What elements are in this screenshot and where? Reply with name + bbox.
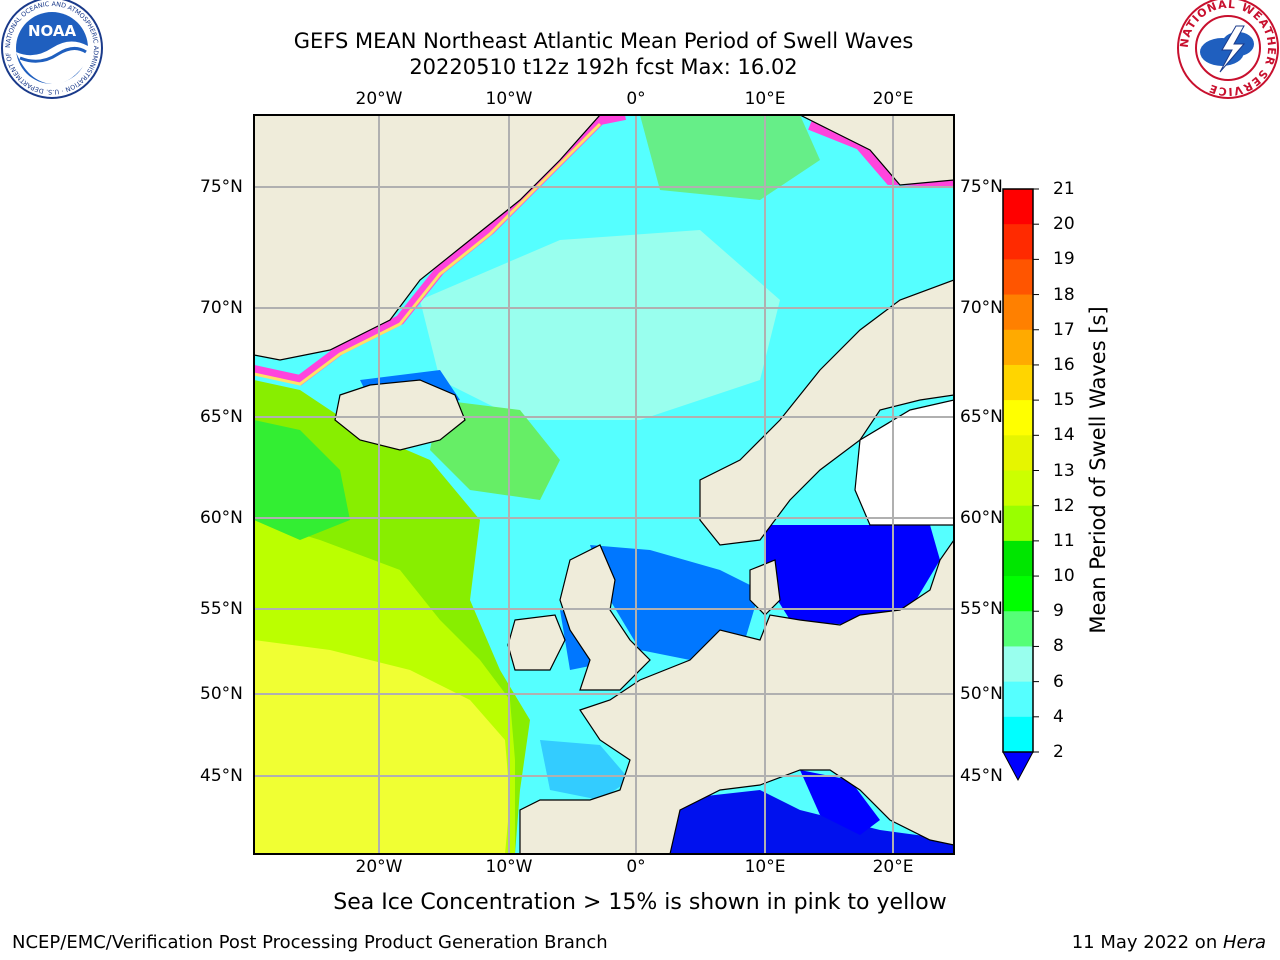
lat-label-left-70n: 70°N [200,298,243,318]
colorbar-segment [1003,681,1033,718]
lat-label-right-45n: 45°N [960,766,1003,786]
land-sweden-finland-masked [854,399,954,526]
sea-ice-edge-west [254,115,626,386]
lat-label-right-75n: 75°N [960,177,1003,197]
colorbar-tick-label: 4 [1053,706,1064,727]
land-iceland [334,379,466,451]
colorbar-segment [1003,294,1033,331]
swell-green-patch [254,420,350,540]
swell-green-north [640,115,820,200]
lon-label-top-20w: 20°W [355,89,403,109]
land-greenland [254,115,601,361]
colorbar-tick-label: 13 [1053,460,1075,481]
lon-label-bottom-10w: 10°W [485,857,533,877]
colorbar-tick-label: 11 [1053,530,1075,551]
lat-label-right-50n: 50°N [960,684,1003,704]
colorbar-underflow-arrow [1002,751,1034,782]
colorbar-tick-label: 6 [1053,671,1064,692]
colorbar [1002,188,1039,782]
colorbar-tick-label: 9 [1053,601,1064,622]
swell-blue-northsea [590,545,760,660]
colorbar-segment [1003,435,1033,471]
lat-label-right-65n: 65°N [960,407,1003,427]
colorbar-tick-label: 15 [1053,390,1075,411]
colorbar-segment [1003,716,1033,753]
colorbar-frame [1002,188,1034,753]
lat-label-left-55n: 55°N [200,599,243,619]
colorbar-segment [1003,646,1033,683]
footer-system: Hera [1222,932,1266,953]
lon-label-top-20e: 20°E [872,89,914,109]
lat-label-left-65n: 65°N [200,407,243,427]
lon-label-bottom-20w: 20°W [355,857,403,877]
swell-biscay [540,740,630,800]
graticule [254,115,954,854]
colorbar-segment [1003,259,1033,296]
colorbar-tick-label: 20 [1053,214,1075,235]
colorbar-tick-label: 12 [1053,495,1075,516]
colorbar-tick-label: 17 [1053,319,1075,340]
colorbar-segment [1003,576,1033,612]
colorbar-tick-label: 18 [1053,284,1075,305]
colorbar-tick-label: 14 [1053,425,1075,446]
colorbar-tick-label: 19 [1053,249,1075,270]
colorbar-tick-label: 21 [1053,179,1075,199]
footer-date-text: 11 May 2022 on [1071,932,1223,953]
map-frame [253,114,955,855]
swell-mediterranean [670,790,954,854]
colorbar-segment [1003,364,1033,401]
lat-label-left-45n: 45°N [200,766,243,786]
colorbar-tick-label: 10 [1053,566,1075,587]
colorbar-segment [1003,470,1033,507]
colorbar-tick-label: 2 [1053,742,1064,762]
footer-date: 11 May 2022 on Hera [1072,932,1266,953]
map-subtitle: 20220510 t12z 192h fcst Max: 16.02 [409,55,798,79]
colorbar-segment [1003,224,1033,260]
map-title: GEFS MEAN Northeast Atlantic Mean Period… [293,29,914,53]
lat-label-right-60n: 60°N [960,508,1003,528]
lat-label-left-75n: 75°N [200,177,243,197]
lon-label-top-0: 0° [626,89,646,109]
colorbar-segment [1003,189,1033,225]
swell-green-mid [430,400,560,500]
swell-baltic [765,525,940,625]
land-svalbard [799,115,954,186]
colorbar-tick-label: 16 [1053,354,1075,375]
lat-label-right-70n: 70°N [960,298,1003,318]
colorbar-tick-label: 8 [1053,636,1064,657]
colorbar-segment [1003,329,1033,366]
lat-label-right-55n: 55°N [960,599,1003,619]
lat-label-left-50n: 50°N [200,684,243,704]
footer-producer: NCEP/EMC/Verification Post Processing Pr… [12,932,608,953]
lat-label-left-60n: 60°N [200,508,243,528]
sea-ice-edge-west-yellow [254,122,602,386]
lon-label-bottom-20e: 20°E [872,857,914,877]
lon-label-bottom-10e: 10°E [744,857,786,877]
colorbar-segment [1003,540,1033,577]
colorbar-segment [1003,400,1033,436]
swell-adriatic [800,770,880,835]
lon-label-bottom-0: 0° [626,857,646,877]
colorbar-title: Mean Period of Swell Waves [s] [1086,306,1110,634]
colorbar-segment [1003,611,1033,647]
sea-ice-note: Sea Ice Concentration > 15% is shown in … [333,890,947,915]
lon-label-top-10w: 10°W [485,89,533,109]
lon-label-top-10e: 10°E [744,89,786,109]
colorbar-segment [1003,505,1033,542]
